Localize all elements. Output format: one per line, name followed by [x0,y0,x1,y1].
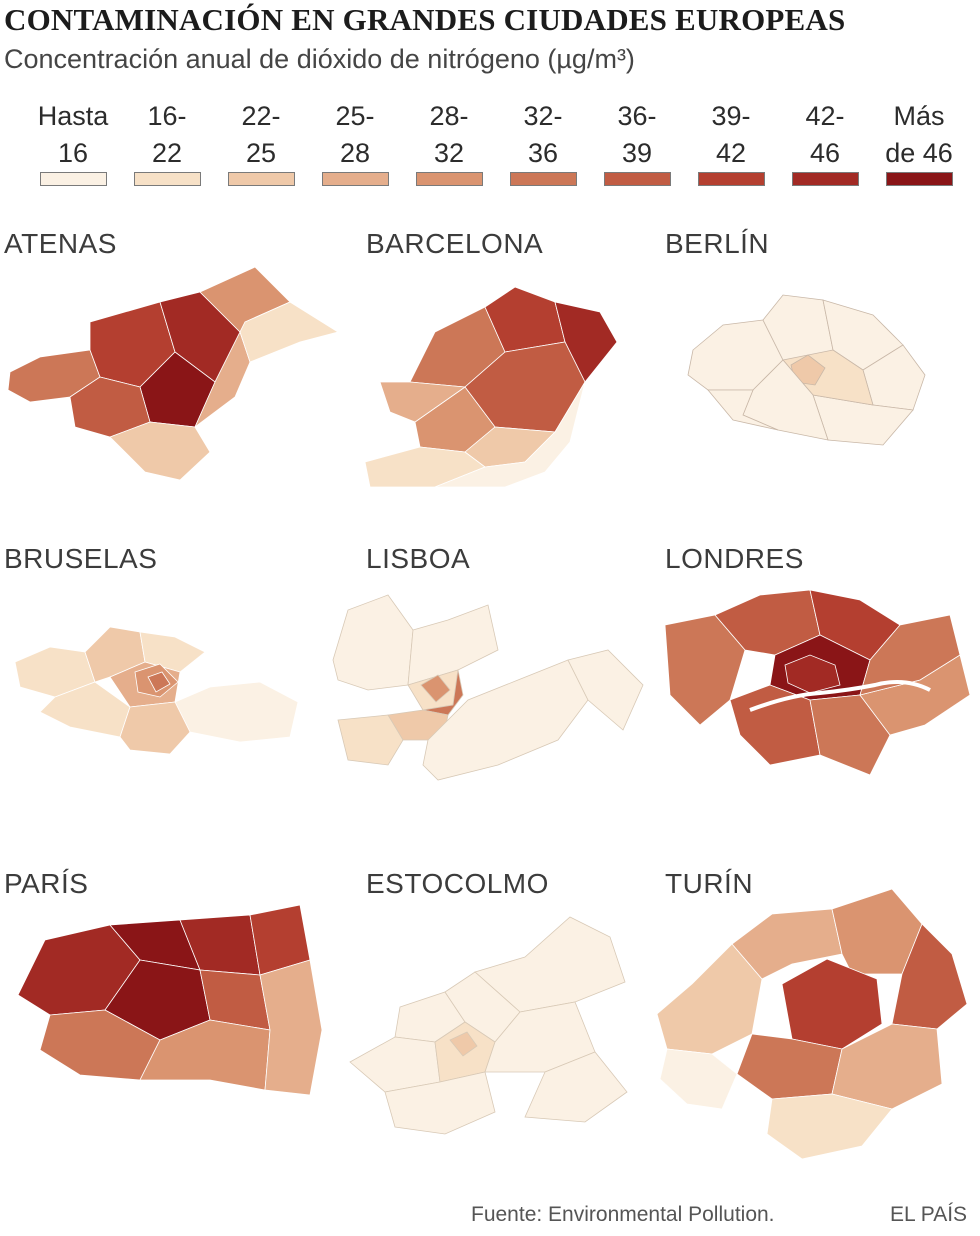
map-lisboa [332,594,644,781]
city-label-lisboa: LISBOA [366,543,471,574]
legend-label: Más de 46 [885,101,953,168]
district-region [659,1048,738,1110]
legend-item: 32- 36 [496,98,590,186]
city-label-paris: PARÍS [4,868,89,899]
district-region [109,421,211,481]
chart-title: CONTAMINACIÓN EN GRANDES CIUDADES EUROPE… [4,2,846,37]
map-barcelona [364,286,618,488]
legend-item: 22- 25 [214,98,308,186]
legend-swatch [697,172,765,186]
district-region [349,1036,441,1093]
legend-swatch [509,172,577,186]
district-region [554,301,618,383]
district-region [859,614,961,696]
district-region [809,694,891,776]
city-label-berlin: BERLÍN [665,228,770,259]
legend-item: 16- 22 [120,98,214,186]
legend-item: 42- 46 [778,98,872,186]
district-region [147,671,171,693]
legend-swatch [133,172,201,186]
city-label-barcelona: BARCELONA [366,228,544,259]
district-region [707,389,779,431]
legend-label: 32- 36 [523,101,563,168]
district-region [259,959,323,1096]
legend-label: 16- 22 [147,101,187,168]
color-legend: Hasta 16 16- 22 22- 25 25- 28 28- 32 32-… [26,98,976,188]
legend-label: 39- 42 [711,101,751,168]
legend-item: 36- 39 [590,98,684,186]
district-region [524,1051,628,1123]
publisher-credit: EL PAÍS [890,1203,968,1226]
district-region [194,330,251,429]
legend-label: 25- 28 [335,101,375,168]
legend-label: 22- 25 [241,101,281,168]
city-label-turin: TURÍN [665,868,754,899]
legend-swatch [885,172,953,186]
source-note: Fuente: Environmental Pollution. [471,1203,775,1226]
legend-item: 25- 28 [308,98,402,186]
legend-swatch [791,172,859,186]
district-region [449,1031,478,1057]
legend-item: 39- 42 [684,98,778,186]
district-region [139,631,206,673]
legend-swatch [415,172,483,186]
legend-swatch [321,172,389,186]
district-region [384,1071,496,1135]
legend-swatch [603,172,671,186]
chart-subtitle: Concentración anual de dióxido de nitróg… [4,44,635,74]
district-region [567,649,644,731]
map-turin [656,888,968,1160]
district-region [379,381,467,423]
legend-label: 36- 39 [617,101,657,168]
city-label-estocolmo: ESTOCOLMO [366,868,549,899]
legend-item: Más de 46 [872,98,966,186]
legend-item: Hasta 16 [26,98,120,186]
legend-label: Hasta 16 [37,101,109,168]
map-berlin [687,294,926,446]
city-label-londres: LONDRES [665,543,804,574]
map-estocolmo [349,916,628,1135]
district-region [434,381,586,488]
legend-label: 28- 32 [429,101,469,168]
legend-item: 28- 32 [402,98,496,186]
map-atenas [7,266,339,481]
district-region [784,654,841,694]
thames-river [749,679,931,712]
district-region [332,594,414,691]
legend-swatch [39,172,107,186]
city-label-bruselas: BRUSELAS [4,543,158,574]
district-region [422,659,589,781]
map-londres [664,589,971,776]
district-region [766,1093,893,1160]
district-region [239,301,339,363]
district-region [420,674,451,703]
map-paris [17,904,323,1096]
district-region [174,681,299,743]
district-region [119,701,191,755]
legend-swatch [227,172,295,186]
map-bruselas [14,626,299,755]
city-label-atenas: ATENAS [4,228,117,259]
district-region [337,714,404,766]
legend-label: 42- 46 [805,101,845,168]
